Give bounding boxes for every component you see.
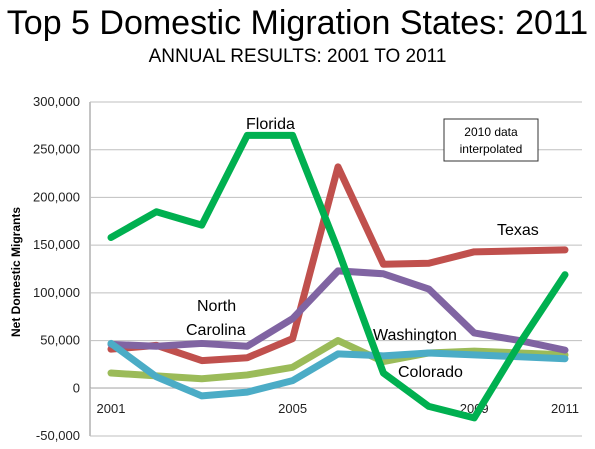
y-axis-label: Net Domestic Migrants (9, 207, 23, 337)
y-tick-label: 100,000 (33, 285, 80, 300)
series-line-washington (107, 337, 569, 383)
chart-title: Top 5 Domestic Migration States: 2011 (6, 4, 589, 42)
series-label-texas: Texas (497, 222, 539, 239)
series-label-carolina: Carolina (186, 322, 246, 339)
series-label-colorado: Colorado (398, 364, 463, 381)
note-line-2: interpolated (460, 142, 523, 156)
chart-subtitle: ANNUAL RESULTS: 2001 TO 2011 (148, 46, 447, 67)
y-tick-label: 200,000 (33, 189, 80, 204)
y-tick-label: 50,000 (40, 333, 80, 348)
x-tick-label: 2001 (97, 401, 126, 416)
series-line-texas (107, 163, 569, 365)
series-label-florida: Florida (246, 116, 295, 133)
series-line-florida (107, 131, 569, 422)
y-tick-label: -50,000 (36, 428, 80, 443)
note-box (443, 118, 539, 162)
series-label-north: North (197, 298, 236, 315)
y-tick-labels: -50,000 0 50,000 100,000 150,000 200,000 250,0… (33, 94, 80, 443)
series-line-north-carolina (107, 267, 569, 354)
note-line-1: 2010 data (464, 125, 518, 139)
y-tick-label: 250,000 (33, 142, 80, 157)
series-line-colorado (107, 339, 569, 400)
series-lines (107, 131, 569, 422)
y-tick-label: 0 (73, 380, 80, 395)
y-tick-label: 300,000 (33, 94, 80, 109)
x-tick-label: 2005 (278, 401, 307, 416)
x-tick-labels: 2001 2005 2009 2011 (97, 401, 579, 416)
y-tick-label: 150,000 (33, 237, 80, 252)
series-label-washington: Washington (373, 327, 457, 344)
x-tick-label: 2011 (551, 401, 579, 416)
